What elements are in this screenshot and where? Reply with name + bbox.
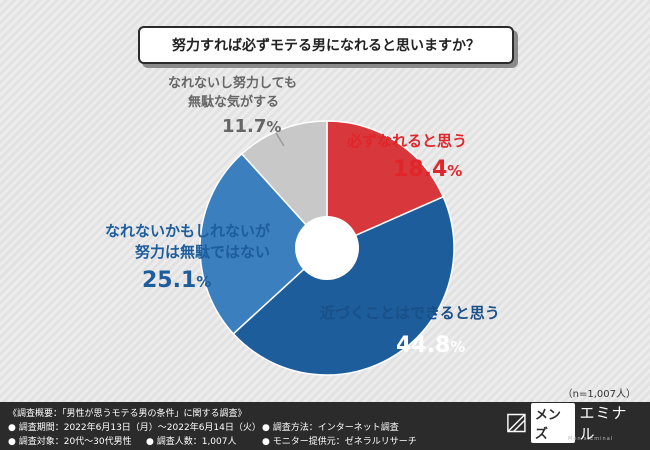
pie-slice-1: [326, 120, 445, 250]
leader-line-slice-4: [275, 132, 285, 147]
label-slice-2-value: 44.8%: [396, 333, 466, 358]
survey-provider: ● モニター提供元：ゼネラルリサーチ: [262, 437, 417, 447]
label-slice-4: なれないし努力しても 無駄な気がする 11.7%: [168, 72, 297, 137]
label-slice-3-category-line1: なれないかもしれないが: [104, 222, 270, 240]
pie-slice-2: [232, 195, 455, 376]
survey-method: ● 調査方法：インターネット調査: [262, 423, 399, 433]
pie-chart: [199, 120, 455, 376]
survey-target: ● 調査対象：20代〜30代男性: [8, 437, 132, 447]
label-slice-1: 必ずなれると思う 18.4%: [347, 130, 467, 182]
brand-logo: メンズ エミナル: [506, 403, 640, 443]
chart-title: 努力すれば必ずモテる男になれると思いますか？: [138, 26, 514, 64]
donut-hole: [295, 216, 359, 280]
brand-subtitle: Men's Eminal: [568, 436, 614, 442]
chart-title-text: 努力すれば必ずモテる男になれると思いますか？: [172, 38, 480, 54]
label-slice-3: なれないかもしれないが 努力は無駄ではない 25.1%: [60, 220, 270, 293]
pie-slice-3: [199, 152, 329, 335]
label-slice-2-category: 近づくことはできると思う: [320, 304, 500, 322]
survey-count: ● 調査人数：1,007人: [146, 437, 237, 447]
label-slice-4-category-line2: 無駄な気がする: [188, 95, 280, 110]
brand-mark-icon: [507, 413, 526, 433]
pie-slice-4: [240, 120, 328, 250]
brand-name-part1: メンズ: [530, 403, 576, 443]
label-slice-2: 近づくことはできると思う 44.8%: [320, 302, 500, 358]
label-slice-1-value: 18.4%: [393, 157, 463, 182]
survey-period: ● 調査期間：2022年6月13日（月）〜2022年6月14日（火）: [8, 423, 261, 433]
sample-size-note: （n=1,007人）: [562, 389, 636, 400]
label-slice-4-category-line1: なれないし努力しても: [168, 76, 297, 91]
brand-name-part2: エミナル: [579, 404, 628, 443]
label-slice-3-value: 25.1%: [142, 268, 212, 293]
survey-summary: 《調査概要：「男性が思うモテる男の条件」に関する調査》: [8, 409, 247, 419]
label-slice-3-category-line2: 努力は無駄ではない: [134, 243, 270, 261]
label-slice-4-value: 11.7%: [222, 116, 282, 137]
label-slice-1-category: 必ずなれると思う: [347, 132, 468, 150]
